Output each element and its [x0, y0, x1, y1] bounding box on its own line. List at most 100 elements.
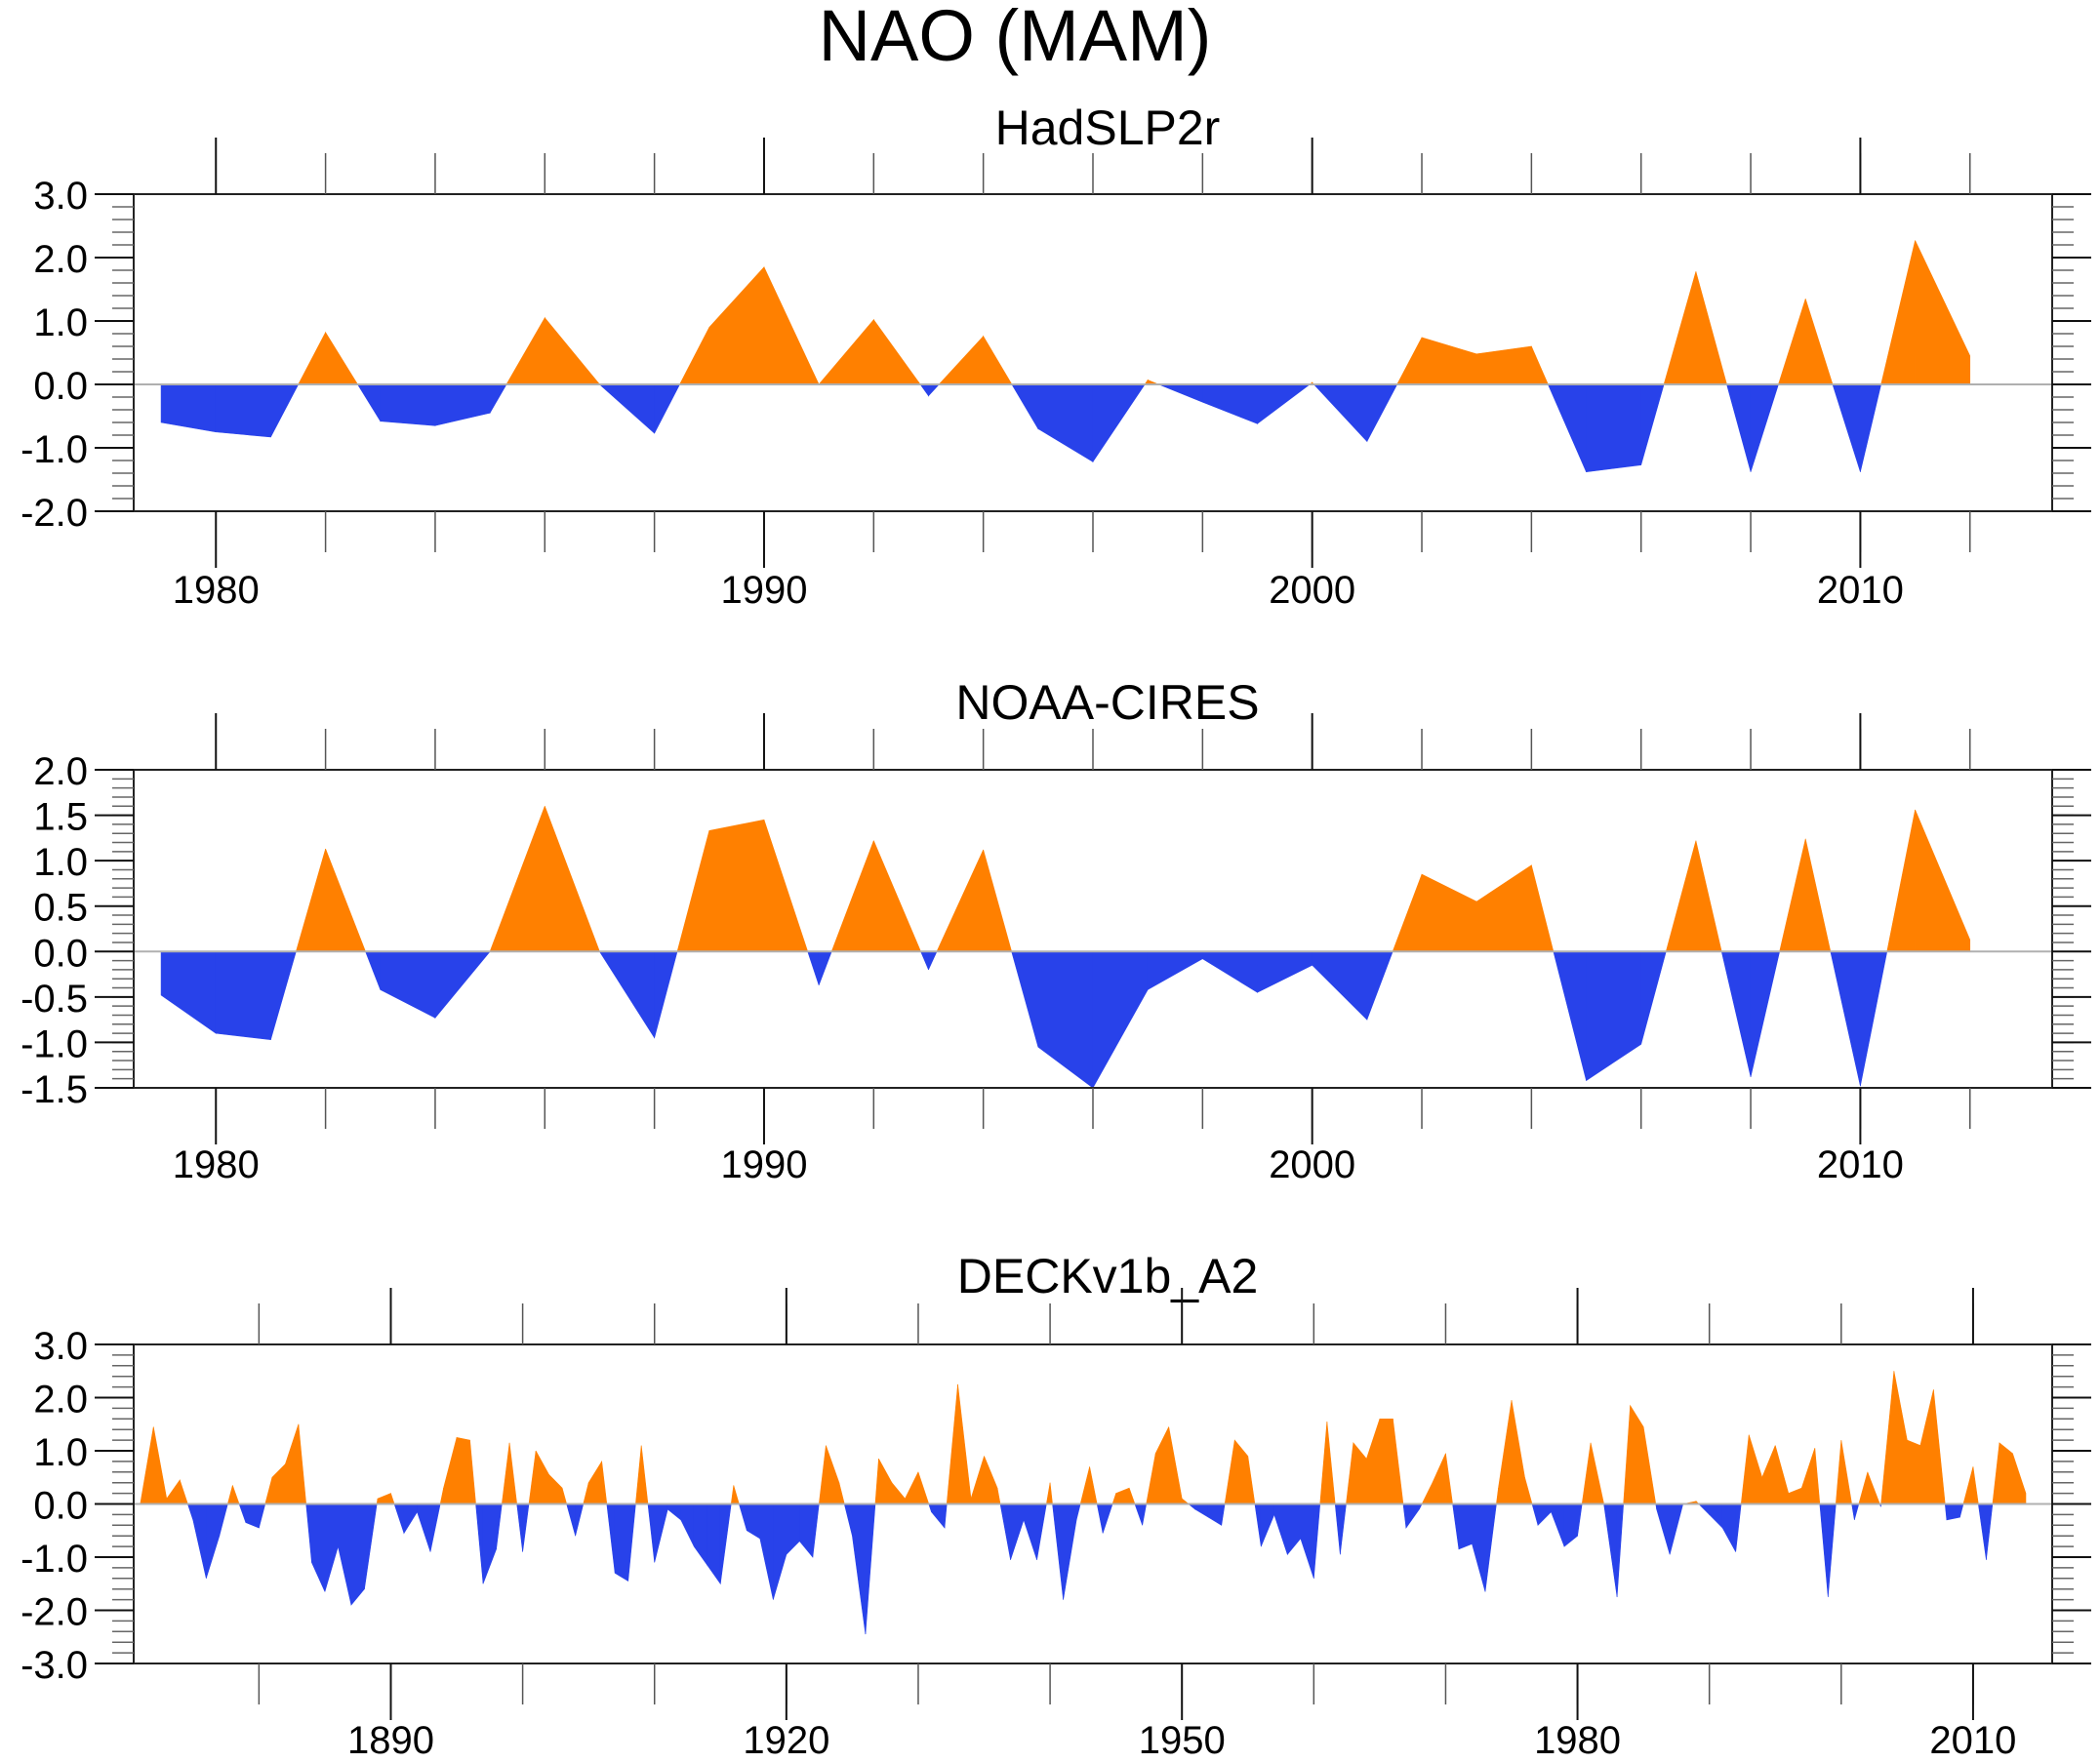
positive-area	[970, 1456, 985, 1504]
negative-area	[1092, 383, 1146, 463]
negative-area	[1366, 950, 1393, 1021]
negative-area	[999, 1503, 1011, 1560]
positive-area	[1972, 1466, 1979, 1504]
positive-area	[325, 848, 366, 952]
negative-area	[1860, 383, 1882, 472]
negative-area	[1735, 1503, 1742, 1552]
positive-area	[1999, 1442, 2013, 1504]
negative-area	[920, 950, 929, 971]
positive-area	[271, 1462, 286, 1504]
negative-area	[1616, 1503, 1624, 1597]
positive-area	[818, 1445, 827, 1504]
y-tick-label: -2.0	[20, 1591, 88, 1634]
negative-area	[1537, 1503, 1552, 1527]
positive-area	[1445, 1453, 1453, 1504]
negative-area	[1472, 1503, 1486, 1592]
negative-area	[1134, 1503, 1143, 1526]
positive-area	[763, 266, 820, 385]
negative-area	[403, 1503, 418, 1535]
negative-area	[489, 383, 507, 415]
positive-area	[1326, 1422, 1336, 1504]
positive-area	[635, 1445, 642, 1504]
negative-area	[259, 1503, 266, 1529]
negative-area	[1640, 950, 1667, 1045]
x-tick-label: 1980	[173, 1143, 260, 1186]
negative-area	[1147, 950, 1203, 990]
positive-area	[1346, 1442, 1354, 1504]
positive-area	[1893, 1371, 1908, 1504]
negative-area	[1023, 1503, 1037, 1560]
negative-area	[1142, 1503, 1148, 1526]
positive-area	[1779, 838, 1806, 952]
negative-area	[1551, 1503, 1565, 1547]
panel-title: DECKv1b_A2	[957, 1249, 1259, 1303]
positive-area	[285, 1423, 300, 1504]
negative-area	[1402, 1503, 1407, 1529]
positive-area	[1919, 1389, 1934, 1504]
negative-area	[1750, 383, 1779, 472]
y-tick-label: 3.0	[33, 1325, 88, 1368]
negative-area	[1553, 950, 1587, 1081]
positive-area	[1880, 240, 1916, 385]
negative-area	[1830, 950, 1861, 1087]
negative-area	[270, 383, 300, 438]
negative-area	[1586, 950, 1642, 1082]
negative-area	[812, 1503, 820, 1558]
positive-area	[1146, 1453, 1156, 1504]
y-tick-label: 2.0	[33, 238, 88, 281]
negative-area	[238, 1503, 247, 1523]
panel-title: NOAA-CIRES	[955, 675, 1259, 730]
x-tick-label: 1890	[347, 1719, 434, 1762]
positive-area	[1432, 1453, 1446, 1504]
negative-area	[1221, 1503, 1226, 1526]
negative-area	[1484, 1503, 1497, 1592]
positive-area	[946, 1383, 958, 1504]
positive-area	[873, 318, 921, 385]
negative-area	[364, 1503, 378, 1589]
negative-area	[852, 1503, 867, 1635]
negative-area	[1709, 1503, 1723, 1529]
positive-area	[535, 1450, 549, 1504]
negative-area	[1260, 1503, 1275, 1547]
y-tick-label: 2.0	[33, 1379, 88, 1422]
negative-area	[654, 383, 681, 434]
negative-area	[1603, 1503, 1618, 1597]
positive-area	[544, 806, 600, 952]
positive-area	[505, 316, 545, 385]
negative-area	[1052, 1503, 1064, 1600]
positive-area	[1761, 1445, 1776, 1504]
negative-area	[919, 383, 929, 397]
positive-area	[439, 1488, 444, 1504]
negative-area	[1452, 1503, 1460, 1549]
negative-area	[931, 1503, 946, 1529]
positive-area	[1392, 874, 1423, 952]
positive-area	[878, 1459, 893, 1504]
negative-area	[1273, 1503, 1288, 1555]
negative-area	[1011, 950, 1039, 1048]
negative-area	[693, 1503, 708, 1567]
positive-area	[377, 1493, 391, 1504]
positive-area	[561, 1488, 568, 1504]
y-tick-label: -1.0	[20, 1538, 88, 1581]
positive-area	[1814, 1448, 1821, 1504]
positive-area	[873, 840, 922, 952]
positive-area	[1695, 271, 1727, 385]
positive-area	[818, 318, 874, 385]
negative-area	[1577, 1503, 1583, 1537]
negative-area	[1340, 1503, 1347, 1555]
negative-area	[818, 950, 832, 985]
positive-area	[2012, 1453, 2027, 1504]
negative-area	[482, 1503, 497, 1584]
x-tick-label: 1950	[1139, 1719, 1226, 1762]
positive-area	[140, 1426, 154, 1504]
negative-area	[1257, 950, 1312, 993]
positive-area	[1353, 1441, 1367, 1504]
positive-area	[1393, 1419, 1404, 1504]
positive-area	[1992, 1442, 2000, 1504]
negative-area	[799, 1503, 814, 1558]
positive-area	[298, 1423, 307, 1504]
positive-area	[226, 1485, 233, 1504]
negative-area	[380, 950, 436, 1019]
negative-area	[1254, 1503, 1262, 1547]
